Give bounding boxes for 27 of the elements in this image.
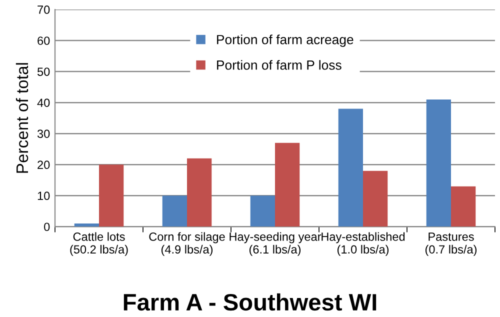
y-tick-label: 30 [37, 130, 50, 138]
x-tick-label: Pastures (0.7 lbs/a) [425, 232, 477, 256]
bar [187, 158, 212, 227]
bar [99, 164, 124, 227]
y-axis-title: Percent of total [16, 63, 28, 173]
bar [162, 196, 187, 227]
bar [74, 224, 99, 227]
y-tick-label: 60 [38, 36, 50, 45]
y-tick-label: 70 [38, 6, 50, 14]
y-tick-label: 40 [37, 98, 50, 107]
x-tick-label: Hay-seeding year (6.1 lbs/a) [230, 232, 322, 256]
bar [275, 142, 300, 227]
y-tick-label: 0 [44, 222, 50, 232]
y-tick-label: 50 [37, 68, 50, 76]
bar [451, 186, 476, 227]
legend-label: Portion of farm acreage [217, 34, 354, 47]
text: Farm A - Southwest WI [124, 293, 376, 311]
legend-label: Portion of farm P loss [217, 60, 342, 70]
bar [363, 170, 388, 227]
x-tick-label: Cattle lots (50.2 lbs/a) [70, 232, 128, 256]
x-tick-label: Corn for silage (4.9 lbs/a) [149, 232, 225, 256]
bar [338, 108, 363, 227]
x-tick-label: Hay-established (1.0 lbs/a) [322, 232, 405, 256]
y-tick-label: 20 [38, 160, 50, 170]
y-tick-label: 10 [38, 192, 50, 200]
bar [426, 99, 451, 227]
bar [250, 196, 275, 227]
